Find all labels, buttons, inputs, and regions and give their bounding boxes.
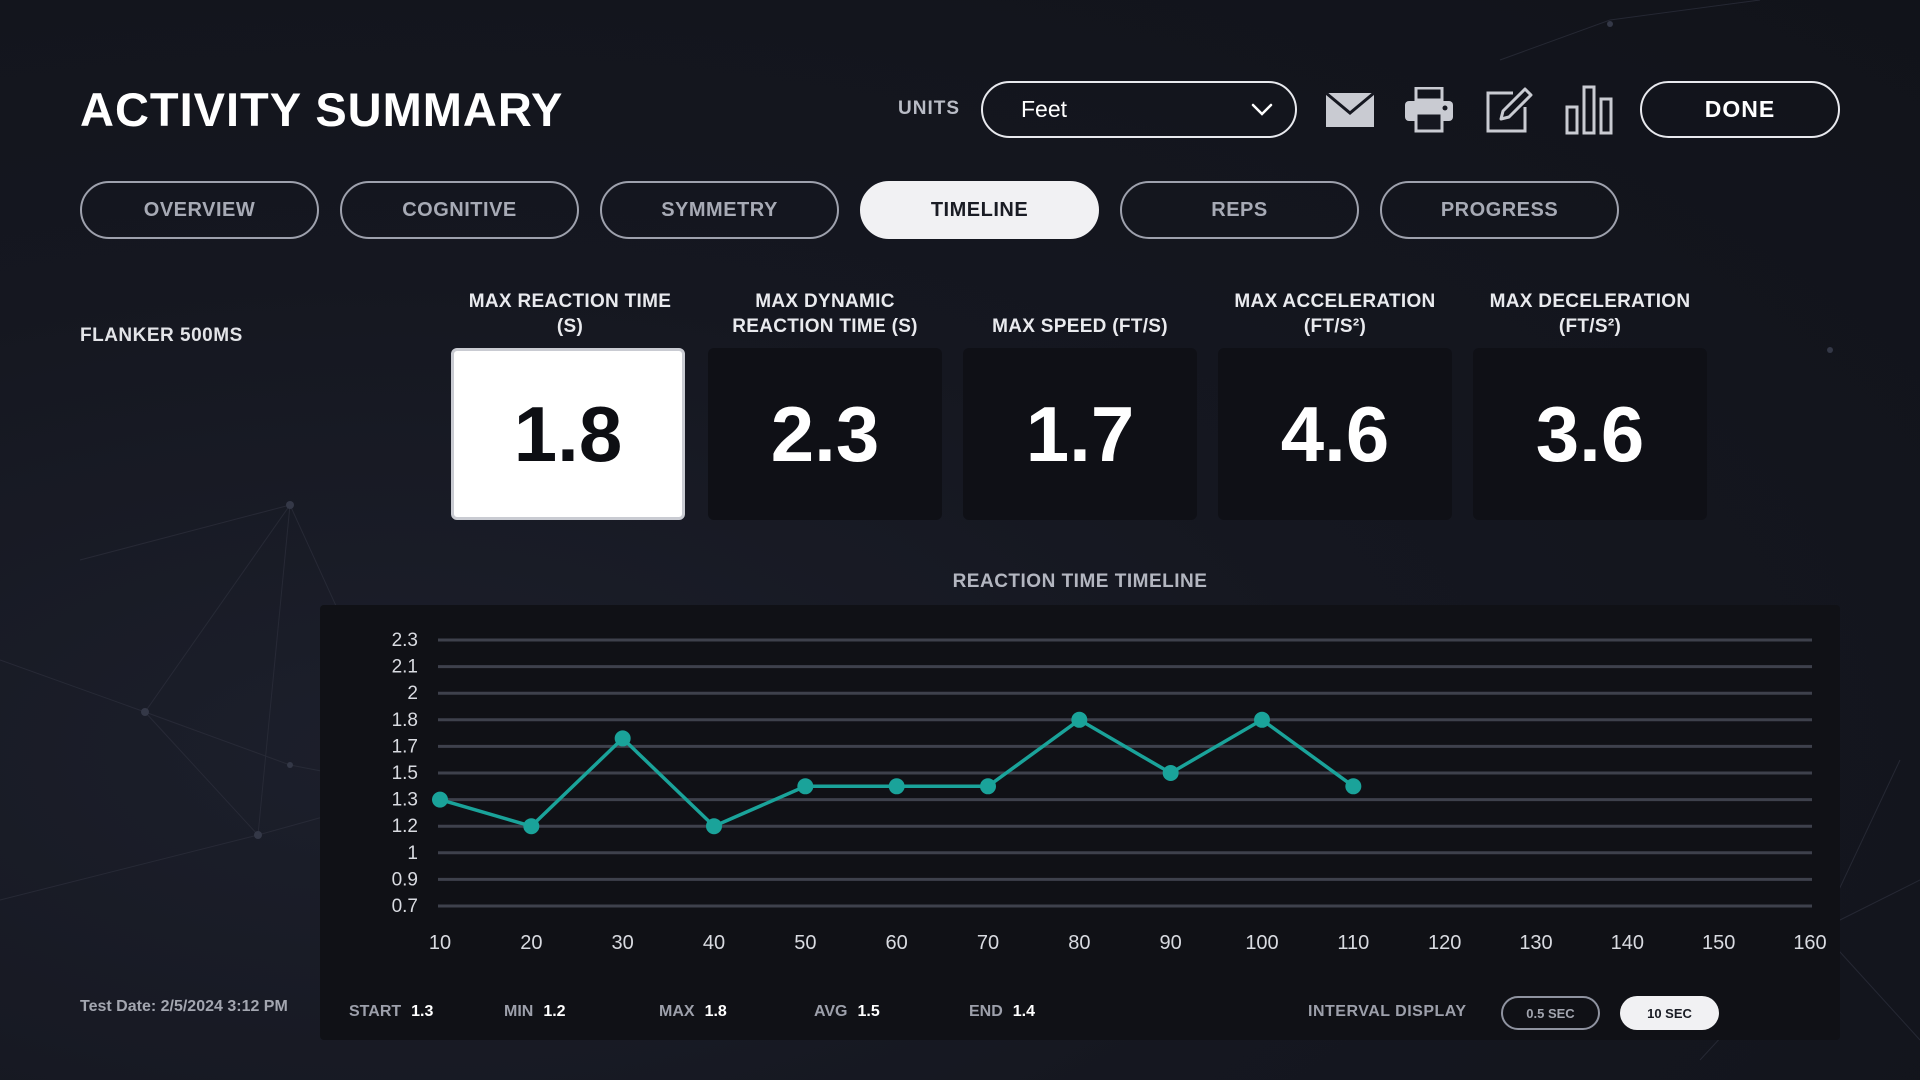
metric-card-max-reaction-time[interactable]: 1.8: [451, 348, 685, 520]
tab-symmetry[interactable]: SYMMETRY: [600, 181, 839, 239]
data-point[interactable]: [523, 818, 540, 835]
units-label: UNITS: [898, 98, 960, 119]
stat-min: MIN 1.2: [504, 1003, 566, 1020]
metric-label-max-reaction-time: MAX REACTION TIME (S): [468, 291, 672, 337]
x-tick-label: 100: [1245, 932, 1278, 954]
tab-progress[interactable]: PROGRESS: [1380, 181, 1619, 239]
x-tick-label: 130: [1519, 932, 1552, 954]
x-tick-label: 70: [977, 932, 999, 954]
tab-timeline[interactable]: TIMELINE: [860, 181, 1099, 239]
metric-card-max-speed[interactable]: 1.7: [963, 348, 1197, 520]
tab-cognitive[interactable]: COGNITIVE: [340, 181, 579, 239]
x-tick-label: 60: [886, 932, 908, 954]
interval-option-0-5-sec[interactable]: 0.5 SEC: [1501, 996, 1600, 1030]
data-point[interactable]: [432, 791, 448, 808]
activity-name: FLANKER 500MS: [80, 325, 243, 346]
data-point[interactable]: [888, 778, 905, 795]
units-selected-value: Feet: [1021, 96, 1068, 122]
metric-label-max-dynamic-reaction-time: MAX DYNAMIC REACTION TIME (S): [732, 291, 918, 337]
data-point[interactable]: [614, 730, 631, 747]
done-button[interactable]: DONE: [1640, 81, 1840, 138]
y-tick-label: 1.7: [392, 736, 418, 757]
y-tick-label: 1.5: [392, 763, 418, 784]
stat-avg: AVG 1.5: [814, 1003, 880, 1020]
data-point[interactable]: [1162, 765, 1179, 781]
chevron-down-icon: [1251, 103, 1273, 116]
y-tick-label: 1: [407, 843, 418, 864]
stat-max: MAX 1.8: [659, 1003, 727, 1020]
stats-button[interactable]: [1560, 82, 1618, 138]
y-tick-label: 1.3: [392, 790, 418, 811]
chart-panel: [320, 605, 1840, 1040]
metric-card-max-deceleration[interactable]: 3.6: [1473, 348, 1707, 520]
data-point[interactable]: [1254, 711, 1270, 728]
bar-chart-icon: [1565, 85, 1613, 135]
x-tick-label: 40: [703, 932, 725, 954]
email-button[interactable]: [1321, 82, 1379, 138]
metric-card-max-acceleration[interactable]: 4.6: [1218, 348, 1452, 520]
y-tick-label: 1.2: [392, 816, 418, 837]
data-point[interactable]: [797, 778, 814, 795]
x-tick-label: 150: [1702, 932, 1735, 954]
y-tick-label: 2.1: [392, 657, 418, 678]
page-title: ACTIVITY SUMMARY: [80, 83, 564, 136]
edit-icon: [1486, 87, 1533, 133]
chart-title: REACTION TIME TIMELINE: [952, 571, 1208, 592]
x-tick-label: 50: [794, 932, 816, 954]
y-tick-label: 2.3: [392, 630, 418, 651]
print-button[interactable]: [1400, 82, 1458, 138]
printer-icon: [1405, 87, 1453, 133]
metric-label-max-deceleration: MAX DECELERATION (FT/S²): [1489, 291, 1691, 337]
stat-end: END 1.4: [969, 1003, 1036, 1020]
edit-button[interactable]: [1479, 82, 1537, 138]
x-tick-label: 80: [1068, 932, 1090, 954]
test-date: Test Date: 2/5/2024 3:12 PM: [80, 998, 288, 1015]
interval-option-10-sec[interactable]: 10 SEC: [1620, 996, 1719, 1030]
tab-reps[interactable]: REPS: [1120, 181, 1359, 239]
metric-label-max-speed: MAX SPEED (FT/S): [992, 316, 1168, 337]
x-tick-label: 20: [520, 932, 542, 954]
stat-start: START 1.3: [349, 1003, 434, 1020]
envelope-icon: [1325, 92, 1375, 127]
interval-display-label: INTERVAL DISPLAY: [1308, 1003, 1467, 1020]
metric-card-max-dynamic-reaction-time[interactable]: 2.3: [708, 348, 942, 520]
units-dropdown[interactable]: Feet: [981, 81, 1297, 138]
x-tick-label: 140: [1611, 932, 1644, 954]
data-point[interactable]: [706, 818, 722, 835]
y-tick-label: 0.7: [392, 896, 418, 917]
y-tick-label: 2: [407, 683, 418, 704]
data-point[interactable]: [1345, 778, 1362, 795]
x-tick-label: 110: [1337, 932, 1369, 954]
data-point[interactable]: [980, 778, 996, 795]
x-tick-label: 120: [1428, 932, 1461, 954]
reaction-time-chart: 0.7 0.9 1 1.2 1.3 1.5 1.7 1.8 2 2.1 2.3 10 20 30 40 50 6…: [392, 630, 1827, 954]
data-point[interactable]: [1071, 711, 1088, 728]
tab-overview[interactable]: OVERVIEW: [80, 181, 319, 239]
x-tick-label: 30: [612, 932, 634, 954]
x-tick-label: 90: [1160, 932, 1182, 954]
y-tick-label: 0.9: [392, 869, 418, 890]
x-tick-label: 10: [429, 932, 451, 954]
y-tick-label: 1.8: [392, 710, 418, 731]
metric-label-max-acceleration: MAX ACCELERATION (FT/S²): [1234, 291, 1436, 337]
x-tick-label: 160: [1793, 932, 1826, 954]
